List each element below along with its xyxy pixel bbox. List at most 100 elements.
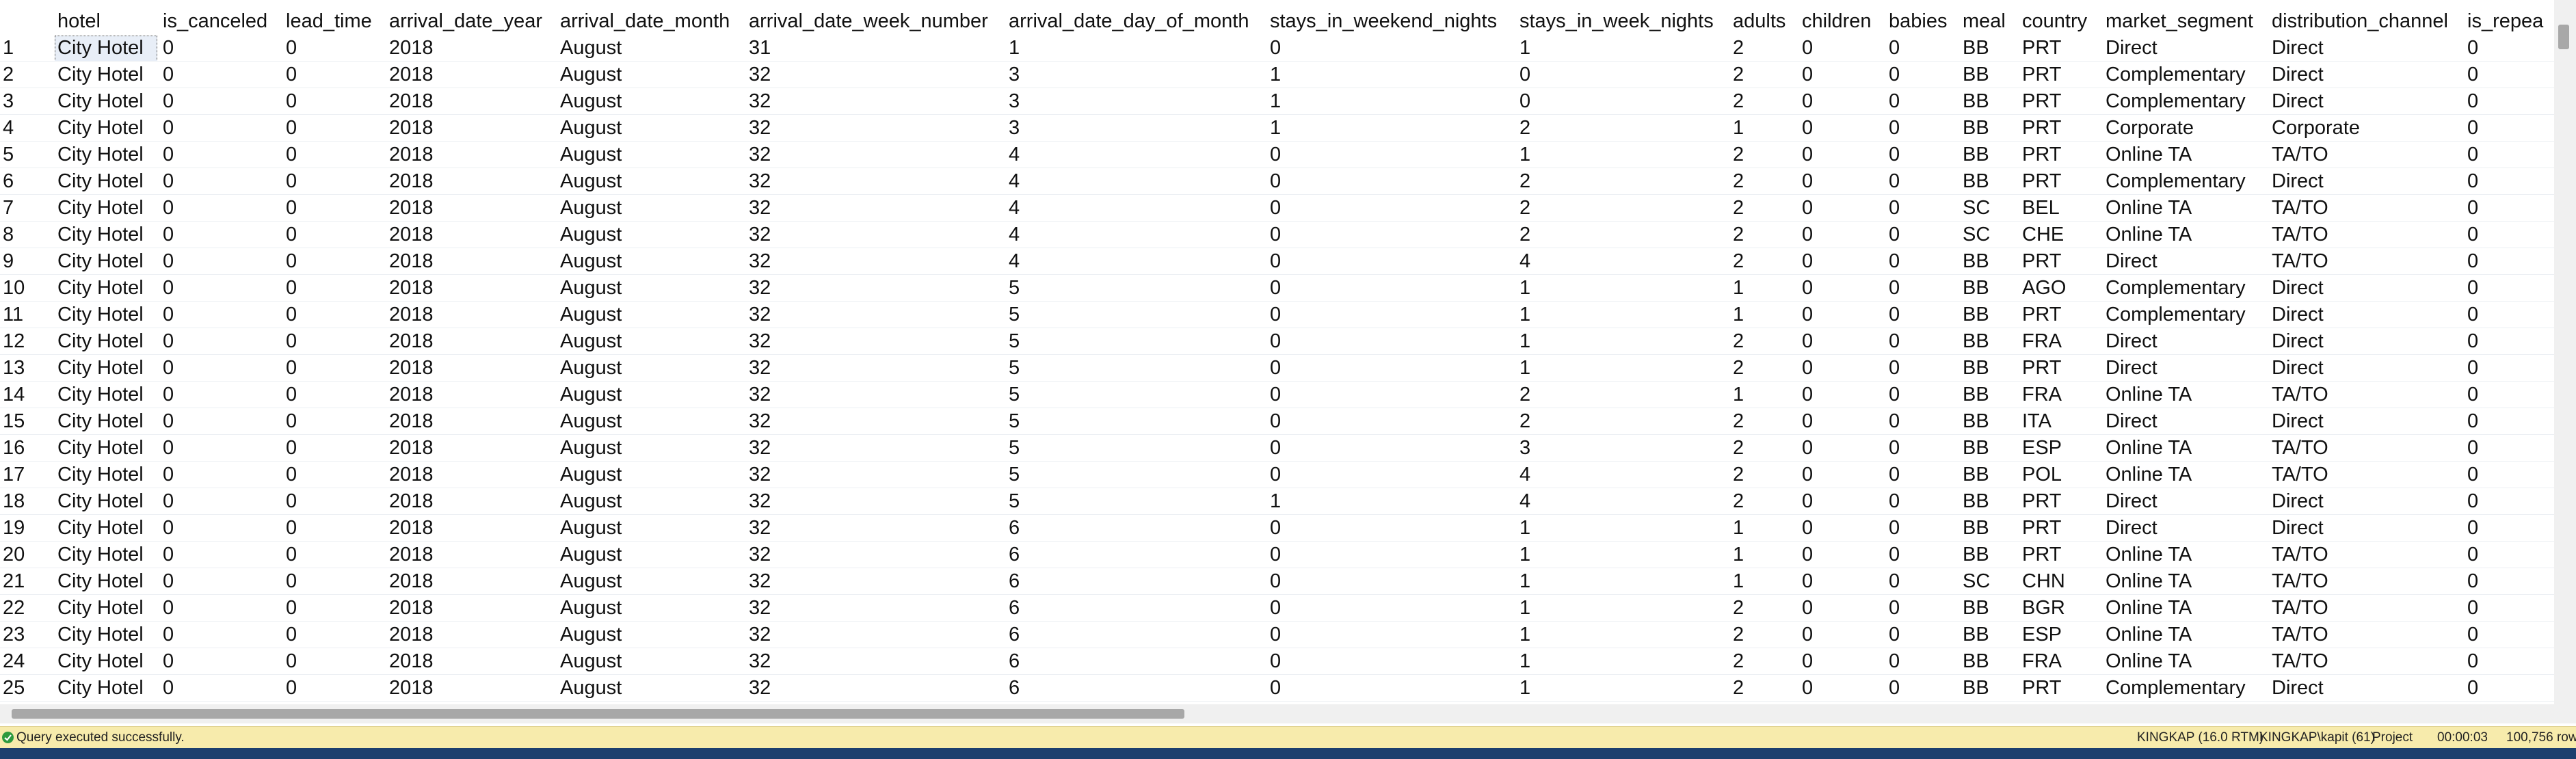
cell: 32 xyxy=(749,90,771,112)
cell: 2018 xyxy=(389,597,434,619)
cell: City Hotel xyxy=(57,37,144,59)
cell: TA/TO xyxy=(2272,650,2328,672)
cell: 2 xyxy=(1733,357,1744,379)
horizontal-scroll-thumb[interactable] xyxy=(12,709,1184,719)
cell: 6 xyxy=(1009,624,1020,645)
cell: 4 xyxy=(1519,250,1531,272)
cell: 0 xyxy=(286,544,297,565)
cell: 0 xyxy=(1270,597,1282,619)
row-divider xyxy=(0,114,2554,115)
cell: 0 xyxy=(2467,650,2479,672)
cell: August xyxy=(560,464,622,485)
cell: Online TA xyxy=(2106,544,2192,565)
cell: 6 xyxy=(1009,517,1020,539)
cell: TA/TO xyxy=(2272,597,2328,619)
cell: BEL xyxy=(2022,197,2060,219)
cell: 0 xyxy=(163,410,174,432)
cell: PRT xyxy=(2022,64,2062,85)
cell: 0 xyxy=(1270,544,1282,565)
cell: FRA xyxy=(2022,330,2062,352)
row-divider xyxy=(0,594,2554,595)
cell: City Hotel xyxy=(57,64,144,85)
row-number: 12 xyxy=(3,330,25,352)
cell: 5 xyxy=(1009,437,1020,459)
cell: 1 xyxy=(1270,90,1282,112)
cell: August xyxy=(560,384,622,405)
cell: 1 xyxy=(1519,544,1531,565)
column-header xyxy=(3,8,55,35)
cell: City Hotel xyxy=(57,464,144,485)
cell: 2 xyxy=(1733,330,1744,352)
cell: 0 xyxy=(1802,224,1814,245)
cell: BB xyxy=(1963,597,1989,619)
cell: BB xyxy=(1963,677,1989,699)
vertical-scroll-thumb[interactable] xyxy=(2558,25,2569,49)
cell: August xyxy=(560,410,622,432)
cell: 0 xyxy=(286,597,297,619)
cell: Direct xyxy=(2106,250,2157,272)
cell: AGO xyxy=(2022,277,2067,299)
cell: 32 xyxy=(749,384,771,405)
cell: 0 xyxy=(1889,357,1900,379)
cell: 0 xyxy=(286,117,297,139)
cell: August xyxy=(560,597,622,619)
cell: 0 xyxy=(1802,464,1814,485)
cell: ESP xyxy=(2022,624,2062,645)
cell: 2018 xyxy=(389,144,434,165)
cell: FRA xyxy=(2022,650,2062,672)
cell: PRT xyxy=(2022,544,2062,565)
cell: 2 xyxy=(1733,597,1744,619)
cell: 2018 xyxy=(389,357,434,379)
cell: 0 xyxy=(1889,437,1900,459)
cell: 0 xyxy=(1889,650,1900,672)
cell: BB xyxy=(1963,330,1989,352)
cell: City Hotel xyxy=(57,597,144,619)
cell: 0 xyxy=(1802,650,1814,672)
cell: City Hotel xyxy=(57,117,144,139)
cell: City Hotel xyxy=(57,437,144,459)
cell: Direct xyxy=(2106,410,2157,432)
cell: 0 xyxy=(1802,490,1814,512)
row-divider xyxy=(0,434,2554,435)
cell: 1 xyxy=(1733,117,1744,139)
cell: Direct xyxy=(2106,517,2157,539)
cell: 1 xyxy=(1270,64,1282,85)
cell: 3 xyxy=(1009,90,1020,112)
cell: 0 xyxy=(163,117,174,139)
cell: Complementary xyxy=(2106,304,2246,325)
column-header: is_canceled xyxy=(163,10,268,32)
cell: 0 xyxy=(2467,64,2479,85)
cell: 1 xyxy=(1519,277,1531,299)
cell: 0 xyxy=(1889,170,1900,192)
cell: 5 xyxy=(1009,357,1020,379)
cell: 0 xyxy=(1802,570,1814,592)
cell: August xyxy=(560,117,622,139)
row-number: 13 xyxy=(3,357,25,379)
cell: 1 xyxy=(1519,650,1531,672)
cell: 0 xyxy=(1802,170,1814,192)
cell: 0 xyxy=(286,357,297,379)
cell: 0 xyxy=(2467,570,2479,592)
cell: BB xyxy=(1963,464,1989,485)
cell: ITA xyxy=(2022,410,2051,432)
cell: 2018 xyxy=(389,464,434,485)
cell: August xyxy=(560,624,622,645)
cell: SC xyxy=(1963,224,1991,245)
cell: August xyxy=(560,304,622,325)
cell: 0 xyxy=(163,250,174,272)
cell: 2 xyxy=(1733,90,1744,112)
cell: 2 xyxy=(1519,197,1531,219)
cell: Direct xyxy=(2272,37,2324,59)
cell: August xyxy=(560,677,622,699)
cell: Online TA xyxy=(2106,624,2192,645)
cell: 32 xyxy=(749,624,771,645)
cell: 0 xyxy=(1270,197,1282,219)
vertical-scrollbar[interactable] xyxy=(2554,0,2576,708)
cell: Online TA xyxy=(2106,224,2192,245)
cell: 0 xyxy=(163,144,174,165)
cell: 1 xyxy=(1733,570,1744,592)
cell: 0 xyxy=(1270,650,1282,672)
cell: Direct xyxy=(2106,357,2157,379)
cell: 0 xyxy=(1802,677,1814,699)
cell: August xyxy=(560,170,622,192)
